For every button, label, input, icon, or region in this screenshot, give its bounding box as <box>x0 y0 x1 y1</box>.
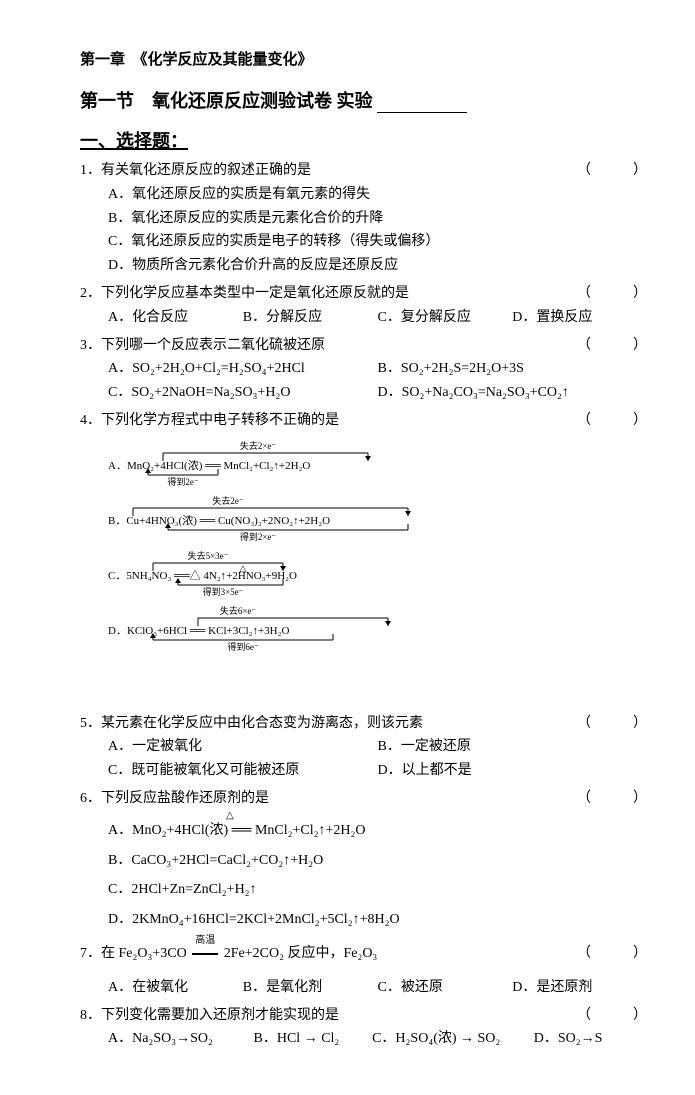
diag-c-bot: 得到3×5e⁻ <box>203 586 244 597</box>
diag-d-bot: 得到6e⁻ <box>227 641 258 652</box>
part-heading-text: 一、选择题： <box>80 131 188 151</box>
q5-stem: 某元素在化学反应中由化合态变为游离态，则该元素 <box>101 712 562 736</box>
blank-line <box>377 112 467 113</box>
q8-opt-b: B．HCl → Cl₂ <box>254 1027 373 1051</box>
part-heading: 一、选择题： <box>80 127 647 153</box>
answer-blank: （ ） <box>562 787 647 811</box>
q6-opt-c: C．2HCl+Zn=ZnCl₂+H₂↑ <box>108 878 647 902</box>
question-5: 5． 某元素在化学反应中由化合态变为游离态，则该元素 （ ） A．一定被氧化 B… <box>80 712 647 783</box>
q3-opt-a: A．SO₂+2H₂O+Cl₂=H₂SO₄+2HCl <box>108 357 378 381</box>
q1-opt-b: B．氧化还原反应的实质是元素化合价的升降 <box>108 207 647 231</box>
diag-d-label: D．KClO₃+6HCl ══ KCl+3Cl₂↑+3H₂O <box>108 625 289 637</box>
q6-opt-a: △ A．MnO₂+4HCl(浓) ══ MnCl₂+Cl₂↑+2H₂O <box>108 819 647 843</box>
q7-opt-a: A．在被氧化 <box>108 976 243 1000</box>
diag-d-top: 失去6×e⁻ <box>220 605 257 616</box>
q7-opt-d: D．是还原剂 <box>512 976 647 1000</box>
section-title-text: 第一节 氧化还原反应测验试卷 实验 <box>80 91 373 111</box>
question-4: 4． 下列化学方程式中电子转移不正确的是 （ ） .t { font: 11px… <box>80 409 647 698</box>
condition-label: 高温 <box>190 932 220 949</box>
q2-opt-c: C．复分解反应 <box>378 306 513 330</box>
q5-num: 5． <box>80 712 101 736</box>
q3-stem: 下列哪一个反应表示二氧化硫被还原 <box>101 334 562 358</box>
answer-blank: （ ） <box>562 159 647 183</box>
q6-opt-b: B．CaCO₃+2HCl=CaCl₂+CO₂↑+H₂O <box>108 849 647 873</box>
q7-num: 7． <box>80 942 101 966</box>
question-7: 7． 在 Fe₂O₃+3CO 高温 2Fe+2CO₂ 反应中，Fe₂O₃ （ ）… <box>80 942 647 1000</box>
q3-opt-c: C．SO₂+2NaOH=Na₂SO₃+H₂O <box>108 381 378 405</box>
question-6: 6． 下列反应盐酸作还原剂的是 （ ） △ A．MnO₂+4HCl(浓) ══ … <box>80 787 647 932</box>
q2-opt-a: A．化合反应 <box>108 306 243 330</box>
q5-opt-d: D．以上都不是 <box>378 759 648 783</box>
q8-opt-d: D．SO₂→S <box>534 1027 647 1051</box>
q7-opt-c: C．被还原 <box>378 976 513 1000</box>
question-3: 3． 下列哪一个反应表示二氧化硫被还原 （ ） A．SO₂+2H₂O+Cl₂=H… <box>80 334 647 405</box>
q4-stem: 下列化学方程式中电子转移不正确的是 <box>101 409 562 433</box>
answer-blank: （ ） <box>562 942 647 966</box>
q8-opt-a: A．Na₂SO₃→SO₂ <box>108 1027 254 1051</box>
q7-stem: 在 Fe₂O₃+3CO 高温 2Fe+2CO₂ 反应中，Fe₂O₃ <box>101 942 562 966</box>
q8-opt-c: C．H₂SO₄(浓) → SO₂ <box>372 1027 534 1051</box>
q6-opt-d: D．2KMnO₄+16HCl=2KCl+2MnCl₂+5Cl₂↑+8H₂O <box>108 908 647 932</box>
question-1: 1． 有关氧化还原反应的叙述正确的是 （ ） A．氧化还原反应的实质是有氧元素的… <box>80 159 647 278</box>
diag-a-label: A．MnO₂+4HCl(浓) ══ MnCl₂+Cl₂↑+2H₂O <box>108 459 310 472</box>
q4-diagram: .t { font: 11px "SimSun", serif; } .s { … <box>108 439 538 698</box>
q3-opt-b: B．SO₂+2H₂S=2H₂O+3S <box>378 357 648 381</box>
q3-opt-d: D．SO₂+Na₂CO₃=Na₂SO₃+CO₂↑ <box>378 381 648 405</box>
q2-stem: 下列化学反应基本类型中一定是氧化还原反就的是 <box>101 282 562 306</box>
answer-blank: （ ） <box>562 1004 647 1028</box>
question-8: 8． 下列变化需要加入还原剂才能实现的是 （ ） A．Na₂SO₃→SO₂ B．… <box>80 1004 647 1052</box>
q2-num: 2． <box>80 282 101 306</box>
q2-opt-b: B．分解反应 <box>243 306 378 330</box>
diag-c-top: 失去5×3e⁻ <box>188 550 229 561</box>
q1-num: 1． <box>80 159 101 183</box>
diag-a-bot: 得到2e⁻ <box>167 476 198 487</box>
q3-num: 3． <box>80 334 101 358</box>
diag-c-label: C．5NH₄NO₃ ══△ 4N₂↑+2HNO₃+9H₂O <box>108 569 297 582</box>
question-2: 2． 下列化学反应基本类型中一定是氧化还原反就的是 （ ） A．化合反应 B．分… <box>80 282 647 330</box>
q8-stem: 下列变化需要加入还原剂才能实现的是 <box>101 1004 562 1028</box>
q1-stem: 有关氧化还原反应的叙述正确的是 <box>101 159 562 183</box>
q1-opt-c: C．氧化还原反应的实质是电子的转移（得失或偏移） <box>108 230 647 254</box>
delta-symbol: △ <box>226 807 234 824</box>
q1-opt-d: D．物质所含元素化合价升高的反应是还原反应 <box>108 254 647 278</box>
section-title: 第一节 氧化还原反应测验试卷 实验 <box>80 87 647 113</box>
q7-opt-b: B．是氧化剂 <box>243 976 378 1000</box>
q2-opt-d: D．置换反应 <box>512 306 647 330</box>
q6-stem: 下列反应盐酸作还原剂的是 <box>101 787 562 811</box>
diag-b-top: 失去2e⁻ <box>212 495 243 506</box>
q6-num: 6． <box>80 787 101 811</box>
chapter-title: 第一章 《化学反应及其能量变化》 <box>80 48 647 69</box>
q5-opt-a: A．一定被氧化 <box>108 735 378 759</box>
q1-opt-a: A．氧化还原反应的实质是有氧元素的得失 <box>108 183 647 207</box>
diag-b-bot: 得到2×e⁻ <box>240 531 277 542</box>
q4-num: 4． <box>80 409 101 433</box>
answer-blank: （ ） <box>562 712 647 736</box>
q8-num: 8． <box>80 1004 101 1028</box>
answer-blank: （ ） <box>562 282 647 306</box>
diag-a-top: 失去2×e⁻ <box>240 440 277 451</box>
answer-blank: （ ） <box>562 409 647 433</box>
answer-blank: （ ） <box>562 334 647 358</box>
diag-b-label: B．Cu+4HNO₃(浓) ══ Cu(NO₃)₂+2NO₂↑+2H₂O <box>108 514 330 527</box>
q5-opt-b: B．一定被还原 <box>378 735 648 759</box>
q5-opt-c: C．既可能被氧化又可能被还原 <box>108 759 378 783</box>
